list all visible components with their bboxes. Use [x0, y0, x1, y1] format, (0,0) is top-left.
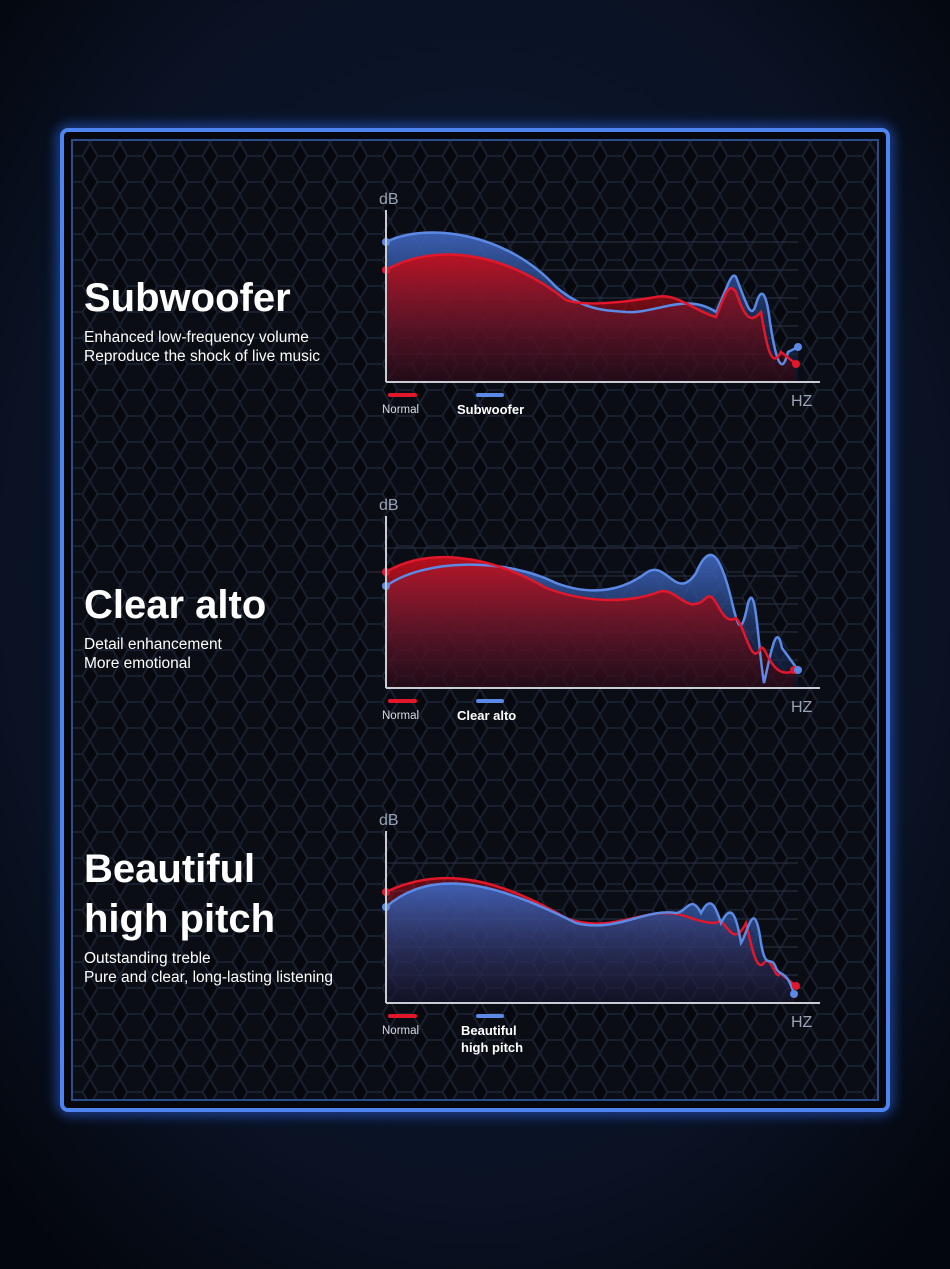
legend-label: high pitch	[461, 1040, 523, 1055]
section-text: Pure and clear, long-lasting listening	[84, 969, 333, 986]
legend-label: Normal	[382, 404, 419, 416]
section-title: Beautiful	[84, 847, 255, 891]
normal-area	[386, 557, 796, 688]
legend-label: Clear alto	[457, 708, 516, 723]
effect-dot	[794, 666, 802, 674]
normal-curve	[385, 555, 797, 674]
section-text: Detail enhancement	[84, 636, 223, 653]
eq-chart	[382, 210, 820, 383]
y-axis-label: dB	[379, 812, 399, 829]
effect-curve	[385, 882, 796, 995]
effect-curve	[385, 553, 800, 684]
eq-chart	[382, 516, 820, 689]
effect-dot	[794, 343, 802, 351]
normal-curve	[385, 253, 797, 365]
panel-inner	[71, 139, 879, 1101]
section-title: Subwoofer	[84, 276, 291, 320]
section: Subwoofer Enhanced low-frequency volume Re…	[84, 191, 820, 417]
effect-dot	[790, 990, 798, 998]
section-text: More emotional	[84, 655, 191, 672]
section-text: Enhanced low-frequency volume	[84, 329, 309, 346]
normal-curve	[385, 876, 797, 987]
legend-label: Subwoofer	[457, 402, 524, 417]
legend-label: Normal	[382, 1025, 419, 1037]
effect-curve	[385, 231, 799, 366]
content: Subwoofer Enhanced low-frequency volume Re…	[84, 191, 820, 1055]
section-title: high pitch	[84, 897, 275, 941]
section-text: Reproduce the shock of live music	[84, 348, 320, 365]
legend-label: Beautiful	[461, 1023, 517, 1038]
normal-dot	[792, 360, 800, 368]
section: Clear alto Detail enhancement More emotion…	[84, 497, 820, 723]
x-axis-label: HZ	[791, 393, 813, 410]
x-axis-label: HZ	[791, 699, 813, 716]
section-text: Outstanding treble	[84, 950, 211, 967]
section-title: Clear alto	[84, 583, 266, 627]
y-axis-label: dB	[379, 497, 399, 514]
section: Beautiful high pitch Outstanding treble Pur…	[84, 812, 820, 1055]
x-axis-label: HZ	[791, 1014, 813, 1031]
normal-area	[386, 254, 796, 382]
eq-chart	[382, 831, 820, 1004]
legend-label: Normal	[382, 710, 419, 722]
effect-area	[386, 883, 794, 1003]
normal-dot	[792, 982, 800, 990]
y-axis-label: dB	[379, 191, 399, 208]
